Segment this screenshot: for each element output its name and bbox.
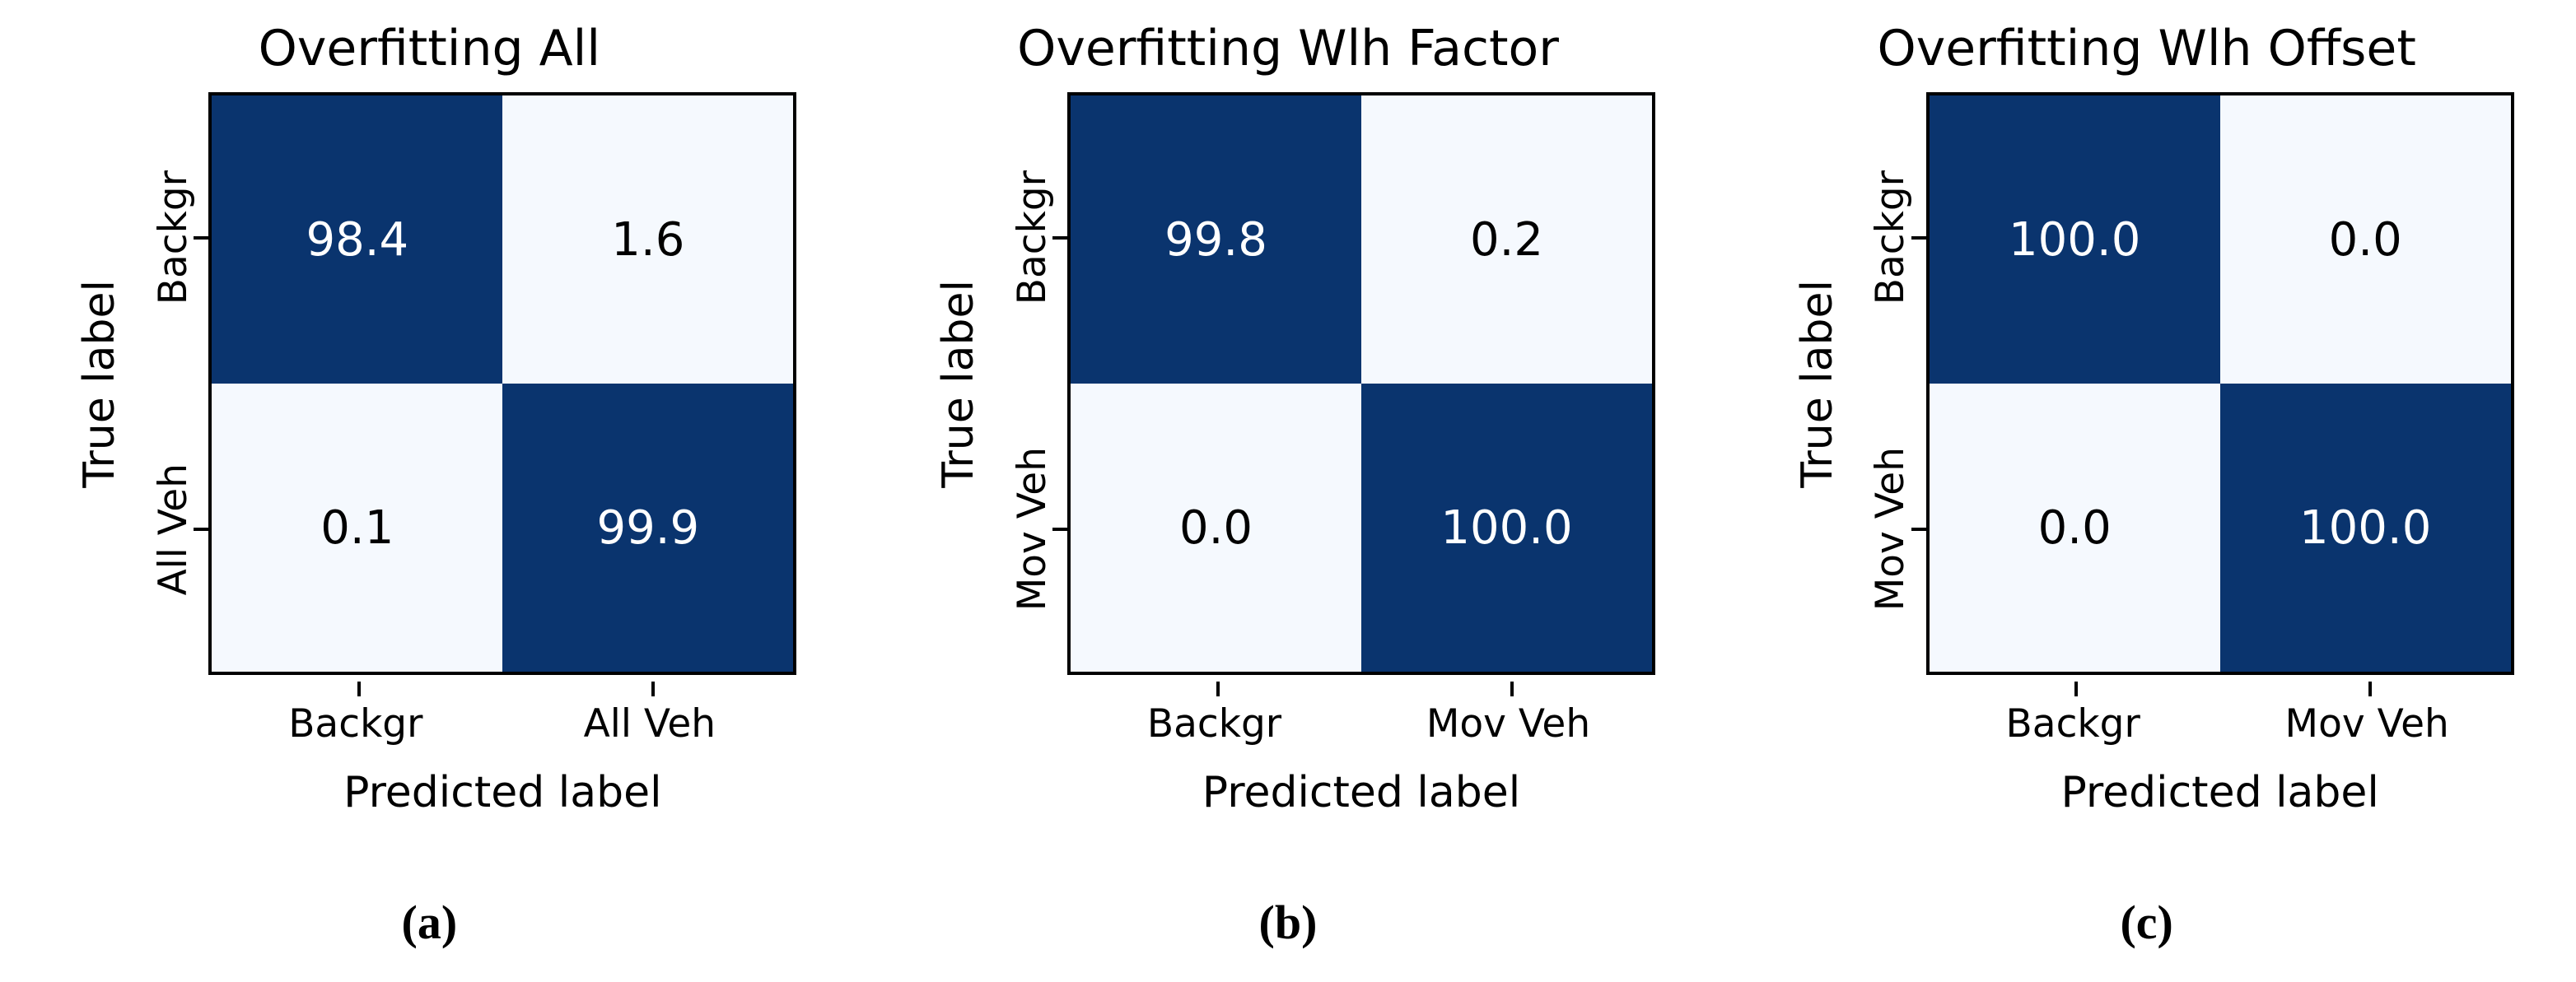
x-tick-mark (1216, 682, 1220, 696)
cell-value: 99.8 (1164, 212, 1267, 267)
matrix-wrap: 100.0 0.0 0.0 100.0 (1911, 92, 2514, 696)
x-tick-mark (357, 682, 361, 696)
y-tick-mark (1911, 236, 1926, 240)
y-tick-mark (194, 236, 209, 240)
cell-value: 0.0 (2328, 212, 2402, 267)
plot-title: Overfitting All (258, 20, 601, 77)
panel-content: Overfitting Wlh Factor True label Backgr… (921, 18, 1655, 950)
confusion-matrix: 100.0 0.0 0.0 100.0 (1925, 92, 2514, 675)
plot-row: True label Backgr All Veh 98.4 1.6 0.1 99.9 (62, 92, 797, 696)
plot-row: True label Backgr Mov Veh 99.8 0.2 0.0 100.0 (921, 92, 1655, 696)
cell-value: 1.6 (611, 212, 685, 267)
cell-value: 0.1 (320, 500, 394, 555)
cell-value: 0.2 (1469, 212, 1544, 267)
y-axis-label-column: True label (921, 92, 996, 675)
cell-value: 100.0 (2299, 500, 2432, 555)
panel-caption: (c) (2120, 896, 2173, 949)
y-tick-column: Backgr Mov Veh (996, 92, 1067, 675)
x-axis-label: Predicted label (2060, 768, 2379, 817)
matrix-cell: 0.0 (1929, 384, 2220, 672)
x-tick-mark (2074, 682, 2079, 696)
confusion-matrix-panel: Overfitting All True label Backgr All Veh… (0, 0, 859, 982)
matrix-wrap: 99.8 0.2 0.0 100.0 (1052, 92, 1655, 696)
y-tick-mark (1911, 528, 1926, 531)
x-tick-label: Backgr (288, 701, 423, 747)
x-tick-mark (1510, 682, 1514, 696)
x-tick-label: Backgr (2005, 701, 2140, 747)
y-tick-label: Backgr (150, 170, 196, 305)
x-tick-row: Backgr Mov Veh (1780, 701, 2514, 747)
confusion-matrix-panel: Overfitting Wlh Factor True label Backgr… (859, 0, 1718, 982)
y-tick-mark (1052, 528, 1067, 531)
matrix-cell: 100.0 (1361, 384, 1652, 672)
confusion-matrix: 99.8 0.2 0.0 100.0 (1067, 92, 1655, 675)
y-tick-column: Backgr Mov Veh (1855, 92, 1926, 675)
plot-row: True label Backgr Mov Veh 100.0 0.0 0.0 100.… (1780, 92, 2514, 696)
y-tick-column: Backgr All Veh (138, 92, 208, 675)
panel-content: Overfitting Wlh Offset True label Backgr… (1780, 18, 2514, 950)
y-tick-label: Mov Veh (1009, 447, 1055, 612)
y-tick-label: All Veh (150, 463, 196, 596)
x-axis-label: Predicted label (1202, 768, 1521, 817)
confusion-matrix: 98.4 1.6 0.1 99.9 (208, 92, 797, 675)
x-tick-mark (2368, 682, 2373, 696)
y-tick-label: Backgr (1868, 170, 1914, 305)
x-tick-label: All Veh (583, 701, 716, 747)
confusion-matrix-panel: Overfitting Wlh Offset True label Backgr… (1717, 0, 2576, 982)
matrix-cell: 0.2 (1361, 95, 1652, 384)
x-tick-mark (651, 682, 655, 696)
cell-value: 100.0 (2009, 212, 2141, 267)
cell-value: 98.4 (306, 212, 409, 267)
cell-value: 100.0 (1440, 500, 1573, 555)
plot-title: Overfitting Wlh Offset (1877, 20, 2416, 77)
x-tick-spacer (62, 701, 208, 747)
panel-caption: (a) (401, 896, 458, 949)
x-tick-label: Mov Veh (2284, 701, 2449, 747)
matrix-cell: 100.0 (1929, 95, 2220, 384)
matrix-cell: 99.9 (502, 384, 794, 672)
matrix-cell: 99.8 (1071, 95, 1361, 384)
y-axis-label: True label (1792, 279, 1842, 488)
y-tick-label: Backgr (1009, 170, 1055, 305)
cell-value: 0.0 (2037, 500, 2112, 555)
matrix-cell: 0.0 (1071, 384, 1361, 672)
panel-caption: (b) (1258, 896, 1318, 949)
y-axis-label: True label (75, 279, 125, 488)
x-axis-label: Predicted label (343, 768, 662, 817)
cell-value: 99.9 (596, 500, 700, 555)
matrix-cell: 98.4 (212, 95, 503, 384)
y-tick-mark (1052, 236, 1067, 240)
matrix-cell: 0.0 (2219, 95, 2511, 384)
x-tick-row: Backgr Mov Veh (921, 701, 1655, 747)
plot-title: Overfitting Wlh Factor (1017, 20, 1559, 77)
x-tick-label: Backgr (1146, 701, 1282, 747)
y-tick-label: Mov Veh (1868, 447, 1914, 612)
matrix-cell: 1.6 (502, 95, 794, 384)
x-tick-spacer (921, 701, 1067, 747)
x-tick-spacer (1780, 701, 1926, 747)
matrix-cell: 0.1 (212, 384, 503, 672)
panel-content: Overfitting All True label Backgr All Veh… (62, 18, 797, 950)
y-tick-mark (194, 528, 209, 531)
y-axis-label-column: True label (1780, 92, 1855, 675)
matrix-cell: 100.0 (2219, 384, 2511, 672)
x-tick-label: Mov Veh (1426, 701, 1591, 747)
matrix-wrap: 98.4 1.6 0.1 99.9 (194, 92, 797, 696)
y-axis-label: True label (934, 279, 983, 488)
x-tick-row: Backgr All Veh (62, 701, 796, 747)
y-axis-label-column: True label (62, 92, 138, 675)
cell-value: 0.0 (1178, 500, 1253, 555)
